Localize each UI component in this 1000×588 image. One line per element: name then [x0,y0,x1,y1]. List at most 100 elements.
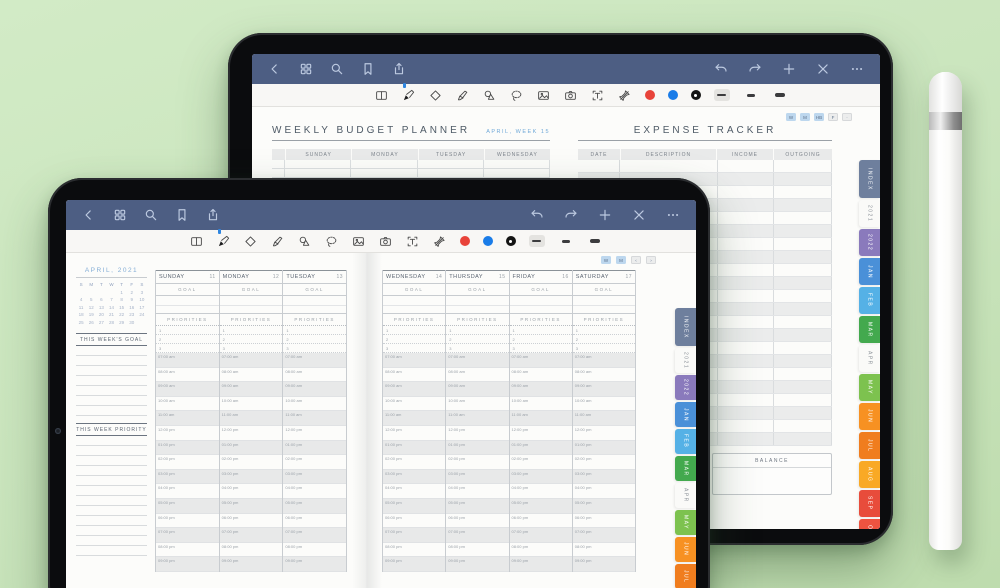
time-slot[interactable]: 12:00 pm [446,426,509,441]
time-slot[interactable]: 03:00 pm [156,469,219,485]
thumbnails-grid-icon[interactable] [113,208,127,222]
priority-row[interactable]: 2 [446,335,509,344]
tab-apr[interactable]: APR [675,483,696,508]
time-slot[interactable]: 01:00 pm [219,440,283,456]
time-slot[interactable]: 09:00 pm [156,557,219,572]
time-slot[interactable]: 11:00 am [446,411,509,426]
eraser-tool[interactable] [429,88,443,102]
thumbnails-grid-icon[interactable] [299,62,313,76]
priority-row[interactable]: 1 [509,326,572,335]
time-slot[interactable]: 03:00 pm [446,469,509,485]
time-slot[interactable]: 10:00 am [283,397,347,412]
calendar-day[interactable]: 11 [78,304,84,310]
time-slot[interactable]: 07:00 pm [156,528,219,543]
calendar-day[interactable]: 1 [120,289,123,295]
redo-icon[interactable] [748,62,762,76]
time-slot[interactable]: 09:00 am [219,382,283,397]
time-slot[interactable]: 10:00 am [446,397,509,412]
time-slot[interactable]: 05:00 pm [509,498,572,514]
pen-tool[interactable] [402,83,416,102]
goal-writing-space[interactable] [572,296,636,314]
text-tool[interactable] [591,88,605,102]
time-slot[interactable]: 12:00 pm [156,426,219,441]
time-slot[interactable]: 09:00 pm [219,557,283,572]
time-slot[interactable]: 06:00 pm [156,514,219,529]
time-slot[interactable]: 08:00 pm [446,543,509,558]
more-icon[interactable] [850,62,864,76]
time-slot[interactable]: 04:00 pm [283,484,347,499]
calendar-day[interactable]: 15 [119,304,125,310]
time-slot[interactable]: 07:00 pm [572,528,635,543]
time-slot[interactable]: 07:00 pm [509,528,572,543]
calendar-day[interactable]: 30 [129,319,135,325]
time-slot[interactable]: 03:00 pm [219,469,283,485]
week-priority-lines[interactable] [76,436,147,556]
calendar-day[interactable]: 8 [120,297,123,302]
close-icon[interactable] [632,208,646,222]
tab-2021[interactable]: 2021 [675,348,696,373]
tab-jul[interactable]: JUL [675,564,696,588]
time-slot[interactable]: 01:00 pm [446,440,509,456]
pen-color-swatch[interactable] [482,236,493,246]
time-slot[interactable]: 07:00 pm [383,528,446,543]
priority-row[interactable]: 1 [572,326,635,335]
priority-row[interactable]: 1 [446,326,509,335]
calendar-day[interactable]: 18 [78,312,84,317]
time-slot[interactable]: 02:00 pm [283,455,347,470]
pen-color-swatch[interactable] [644,90,655,100]
time-slot[interactable]: 08:00 pm [509,543,572,558]
time-slot[interactable]: 06:00 pm [219,514,283,529]
page-template-tool[interactable] [190,234,204,248]
pen-color-swatch[interactable] [667,90,678,100]
stroke-thin-button[interactable] [528,235,545,247]
lasso-tool[interactable] [325,234,339,248]
time-slot[interactable]: 08:00 am [383,368,446,383]
add-page-icon[interactable] [782,62,796,76]
time-slot[interactable]: 09:00 am [156,382,219,397]
time-slot[interactable]: 09:00 pm [509,557,572,572]
time-slot[interactable]: 03:00 pm [572,469,635,485]
time-slot[interactable]: 02:00 pm [383,455,446,470]
calendar-day[interactable]: 28 [108,319,114,325]
calendar-day[interactable]: 3 [140,289,144,295]
time-slot[interactable]: 01:00 pm [156,440,219,456]
time-slot[interactable]: 07:00 am [156,353,219,368]
time-slot[interactable]: 05:00 pm [283,498,347,514]
time-slot[interactable]: 07:00 pm [283,528,347,543]
priority-row[interactable]: 3 [509,344,572,353]
stroke-thick-button[interactable] [587,235,603,247]
calendar-day[interactable]: 26 [88,319,94,325]
time-slot[interactable]: 07:00 am [219,353,283,368]
calendar-day[interactable]: 21 [108,312,114,317]
time-slot[interactable]: 03:00 pm [283,469,347,485]
calendar-day[interactable]: 4 [79,297,83,302]
calendar-day[interactable]: 5 [89,297,93,302]
quick-nav-button[interactable]: › [646,256,656,264]
time-slot[interactable]: 10:00 am [509,397,572,412]
time-slot[interactable]: 07:00 am [383,353,446,368]
time-slot[interactable]: 02:00 pm [156,455,219,470]
stroke-thick-button[interactable] [772,89,788,101]
shapes-tool[interactable] [298,234,312,248]
calendar-day[interactable]: 22 [119,312,125,317]
tab-feb[interactable]: FEB [675,429,696,454]
time-slot[interactable]: 08:00 am [219,368,283,383]
more-icon[interactable] [666,208,680,222]
tab-sep[interactable]: SEP [859,490,880,517]
image-tool[interactable] [537,88,551,102]
time-slot[interactable]: 11:00 am [156,411,219,426]
tab-2022[interactable]: 2022 [859,229,880,256]
time-slot[interactable]: 08:00 am [156,368,219,383]
calendar-day[interactable]: 16 [129,304,135,310]
time-slot[interactable]: 05:00 pm [219,498,283,514]
time-slot[interactable]: 11:00 am [219,411,283,426]
time-slot[interactable]: 09:00 am [383,382,446,397]
add-page-icon[interactable] [598,208,612,222]
apple-pencil[interactable] [929,72,962,550]
time-slot[interactable]: 12:00 pm [219,426,283,441]
quick-nav-button[interactable]: M [616,256,626,264]
highlighter-tool[interactable] [456,88,470,102]
stroke-thin-button[interactable] [713,89,730,101]
quick-nav-button[interactable]: · [842,113,852,121]
balance-box[interactable]: BALANCE [712,453,832,495]
